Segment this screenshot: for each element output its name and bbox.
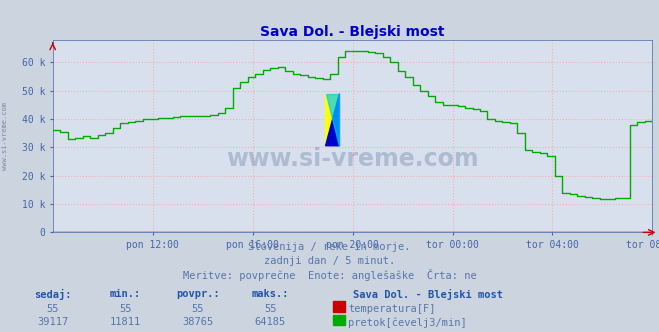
Text: 11811: 11811 [109, 317, 141, 327]
Text: Sava Dol. - Blejski most: Sava Dol. - Blejski most [353, 289, 503, 300]
Text: www.si-vreme.com: www.si-vreme.com [226, 147, 479, 171]
Text: 55: 55 [264, 304, 276, 314]
Title: Sava Dol. - Blejski most: Sava Dol. - Blejski most [260, 25, 445, 39]
Polygon shape [326, 94, 339, 146]
Text: povpr.:: povpr.: [176, 289, 219, 299]
Polygon shape [326, 94, 339, 146]
Text: 38765: 38765 [182, 317, 214, 327]
Text: min.:: min.: [109, 289, 141, 299]
Text: zadnji dan / 5 minut.: zadnji dan / 5 minut. [264, 256, 395, 266]
Text: maks.:: maks.: [252, 289, 289, 299]
Text: Slovenija / reke in morje.: Slovenija / reke in morje. [248, 242, 411, 252]
Text: 64185: 64185 [254, 317, 286, 327]
Text: 55: 55 [119, 304, 131, 314]
Text: pretok[čevelj3/min]: pretok[čevelj3/min] [348, 317, 467, 328]
Text: www.si-vreme.com: www.si-vreme.com [2, 102, 9, 170]
Text: 55: 55 [192, 304, 204, 314]
Text: 39117: 39117 [37, 317, 69, 327]
Polygon shape [326, 94, 339, 146]
Text: sedaj:: sedaj: [34, 289, 71, 300]
Text: 55: 55 [47, 304, 59, 314]
Text: temperatura[F]: temperatura[F] [348, 304, 436, 314]
Text: Meritve: povprečne  Enote: anglešaške  Črta: ne: Meritve: povprečne Enote: anglešaške Črt… [183, 269, 476, 281]
